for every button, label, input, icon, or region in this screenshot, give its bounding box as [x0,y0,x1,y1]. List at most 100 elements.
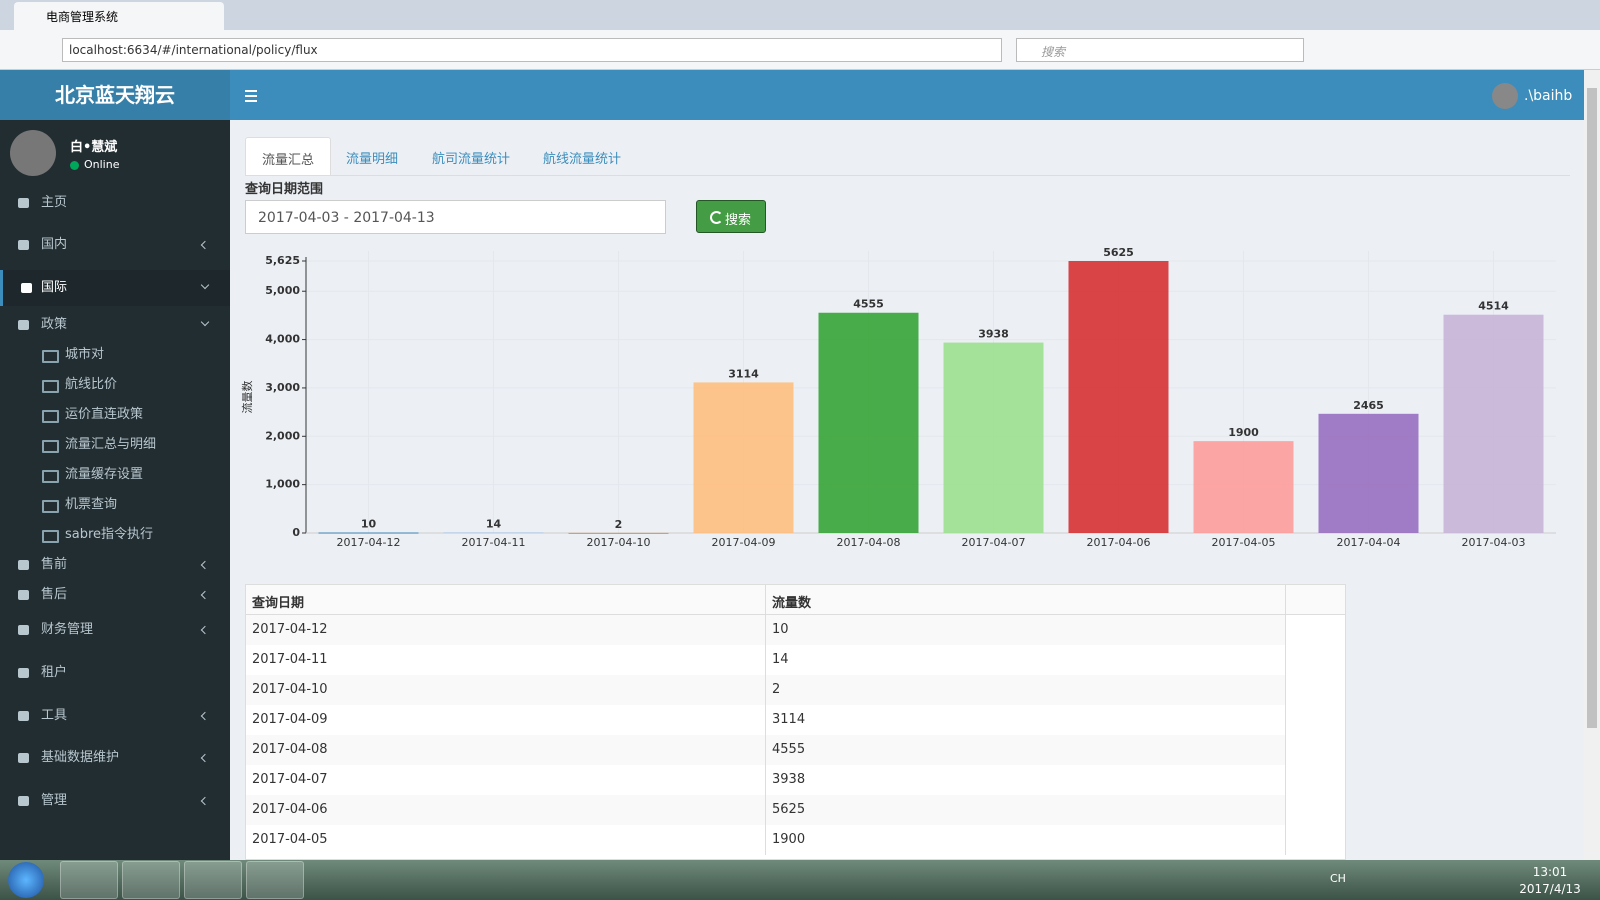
menu-icon [18,711,29,721]
user-avatar[interactable] [1492,83,1518,109]
taskbar [0,860,1600,900]
menu-item[interactable]: 租户 [0,655,230,691]
menu-chevron [200,317,210,327]
value-label: 4514 [1478,300,1509,313]
date-range-input[interactable]: 2017-04-03 - 2017-04-13 [245,200,666,234]
brand[interactable]: 北京蓝天翔云 [0,70,230,120]
menu-item[interactable]: 管理 [0,783,230,819]
menu-icon [18,240,29,250]
table-cell: 2017-04-06 [246,795,766,825]
value-label: 2 [615,518,623,531]
value-label: 3114 [728,367,759,380]
clock[interactable]: 13:01 2017/4/13 [1510,864,1590,898]
menu-item[interactable]: 国际 [0,270,230,306]
table-cell: 10 [766,615,1286,645]
bar [1443,314,1544,533]
menu-item[interactable]: 售后 [0,577,230,613]
menu-item[interactable]: 国内 [0,227,230,263]
table-cell: 2017-04-09 [246,705,766,735]
top-bar [230,70,1584,120]
start-button[interactable] [8,862,44,898]
y-tick-label: 1,000 [265,478,300,491]
table-cell: 14 [766,645,1286,675]
menu-item[interactable]: 政策 [0,307,230,343]
x-tick-label: 2017-04-10 [587,536,651,549]
menu-icon [18,668,29,678]
table-cell: 4555 [766,735,1286,765]
browser-tab[interactable]: 电商管理系统 [14,2,224,30]
value-label: 5625 [1103,246,1134,259]
browser-search[interactable]: 搜索 [1016,38,1304,62]
menu-item[interactable]: 流量缓存设置 [0,457,230,493]
tab-line [245,175,1570,176]
menu-icon [18,625,29,635]
menu-icon [18,796,29,806]
menu-chevron [200,625,210,635]
address-bar[interactable]: localhost:6634/#/international/policy/fl… [62,38,1002,62]
tab[interactable]: 航司流量统计 [432,152,511,167]
menu-toggle[interactable] [245,90,257,92]
menu-icon [18,198,29,208]
bar [318,532,419,534]
menu-toggle[interactable] [245,100,257,102]
menu-item[interactable]: 主页 [0,185,230,221]
x-tick-label: 2017-04-05 [1212,536,1276,549]
table-cell: 2017-04-10 [246,675,766,705]
value-label: 3938 [978,328,1009,341]
menu-item[interactable]: 工具 [0,698,230,734]
menu-chevron [200,280,210,290]
menu-chevron [200,560,210,570]
menu-chevron [200,753,210,763]
table-cell: 2017-04-08 [246,735,766,765]
menu-item[interactable]: 流量汇总与明细 [0,427,230,463]
menu-item[interactable]: 航线比价 [0,367,230,403]
search-button[interactable]: 搜索 [696,200,766,233]
menu-icon [18,320,29,330]
x-tick-label: 2017-04-07 [962,536,1026,549]
menu-icon [42,440,59,453]
menu-item[interactable]: 售前 [0,547,230,583]
table: 查询日期 流量数 2017-04-12 10 2017-04-11 14 2017-04-1… [245,584,1346,860]
menu-icon [42,530,59,543]
table-cell: 2017-04-07 [246,765,766,795]
taskbar-app[interactable] [60,861,118,899]
y-tick-label: 0 [292,526,300,539]
menu-item[interactable]: 基础数据维护 [0,740,230,776]
table-header[interactable]: 查询日期 [246,585,766,615]
form-label: 查询日期范围 [245,182,324,197]
menu-toggle[interactable] [245,95,257,97]
status-dot [70,161,79,170]
tab[interactable]: 航线流量统计 [543,152,622,167]
x-tick-label: 2017-04-09 [712,536,776,549]
y-tick-label: 3,000 [265,381,300,394]
menu-icon [42,380,59,393]
menu-chevron [200,240,210,250]
input-language[interactable]: CH [1330,872,1346,885]
menu-item[interactable]: 城市对 [0,337,230,373]
scrollbar-thumb[interactable] [1587,88,1597,728]
menu-icon [42,500,59,513]
table-cell: 2017-04-11 [246,645,766,675]
y-tick-label: 2,000 [265,429,300,442]
taskbar-app[interactable] [246,861,304,899]
table-header[interactable]: 流量数 [766,585,1286,615]
bar [1193,441,1294,533]
y-tick-label: 5,000 [265,284,300,297]
menu-icon [42,470,59,483]
menu-item[interactable]: 机票查询 [0,487,230,523]
menu-item[interactable]: sabre指令执行 [0,517,230,553]
menu-chevron [200,711,210,721]
taskbar-app[interactable] [122,861,180,899]
menu-item[interactable]: 财务管理 [0,612,230,648]
x-tick-label: 2017-04-08 [837,536,901,549]
x-tick-label: 2017-04-12 [337,536,401,549]
menu-item[interactable]: 运价直连政策 [0,397,230,433]
table-cell: 2017-04-05 [246,825,766,855]
x-tick-label: 2017-04-04 [1337,536,1401,549]
user-name[interactable]: .\baihb [1524,88,1573,104]
tab[interactable]: 流量汇总 [245,137,332,175]
taskbar-app[interactable] [184,861,242,899]
bar [1318,413,1419,533]
clock-time: 13:01 [1532,865,1568,879]
tab[interactable]: 流量明细 [346,152,399,167]
